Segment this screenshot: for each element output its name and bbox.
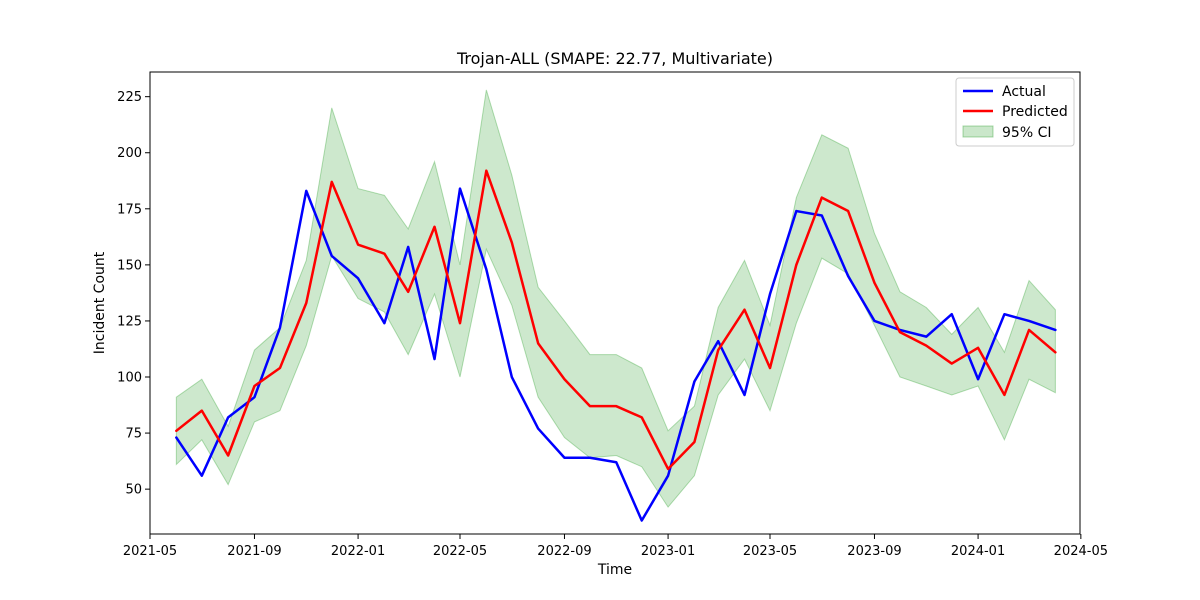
y-tick-label: 100: [117, 371, 142, 386]
y-tick-label: 75: [125, 427, 142, 442]
legend-ci-label: 95% CI: [1002, 125, 1051, 141]
x-axis-label: Time: [597, 562, 632, 578]
x-tick-label: 2021-05: [123, 544, 177, 559]
x-tick-label: 2023-05: [743, 544, 797, 559]
legend-actual-label: Actual: [1002, 84, 1046, 100]
x-tick-label: 2023-01: [641, 544, 695, 559]
plot-frame: [149, 71, 1081, 535]
x-tick-label: 2021-09: [227, 544, 281, 559]
ci-layer: [175, 89, 1056, 508]
x-tick-label: 2022-05: [433, 544, 487, 559]
y-tick-label: 225: [117, 90, 142, 105]
y-axis: 50 75 100 125 150 175 200 225: [117, 90, 150, 498]
x-tick-label: 2024-05: [1054, 544, 1108, 559]
series-line-predicted: [175, 169, 1057, 471]
chart-title: Trojan-ALL (SMAPE: 22.77, Multivariate): [456, 49, 773, 68]
legend-box: [955, 77, 1075, 147]
legend-ci-swatch: [962, 125, 994, 138]
legend-predicted-label: Predicted: [1002, 104, 1068, 120]
y-axis-label: Incident Count: [92, 251, 108, 354]
y-tick-label: 175: [117, 202, 142, 217]
x-tick-label: 2024-01: [951, 544, 1005, 559]
x-tick-label: 2022-09: [537, 544, 591, 559]
y-tick-label: 50: [125, 483, 142, 498]
series-line-actual: [175, 187, 1057, 522]
x-axis: 2021-05 2021-09 2022-01 2022-05 2022-09 2023-…: [123, 534, 1108, 559]
x-tick-label: 2023-09: [847, 544, 901, 559]
y-tick-label: 200: [117, 146, 142, 161]
ci-band: [175, 89, 1056, 508]
series-layer: [175, 169, 1057, 522]
y-tick-label: 150: [117, 258, 142, 273]
x-tick-label: 2022-01: [331, 544, 385, 559]
legend: Actual Predicted 95% CI: [955, 77, 1075, 147]
y-tick-label: 125: [117, 314, 142, 329]
